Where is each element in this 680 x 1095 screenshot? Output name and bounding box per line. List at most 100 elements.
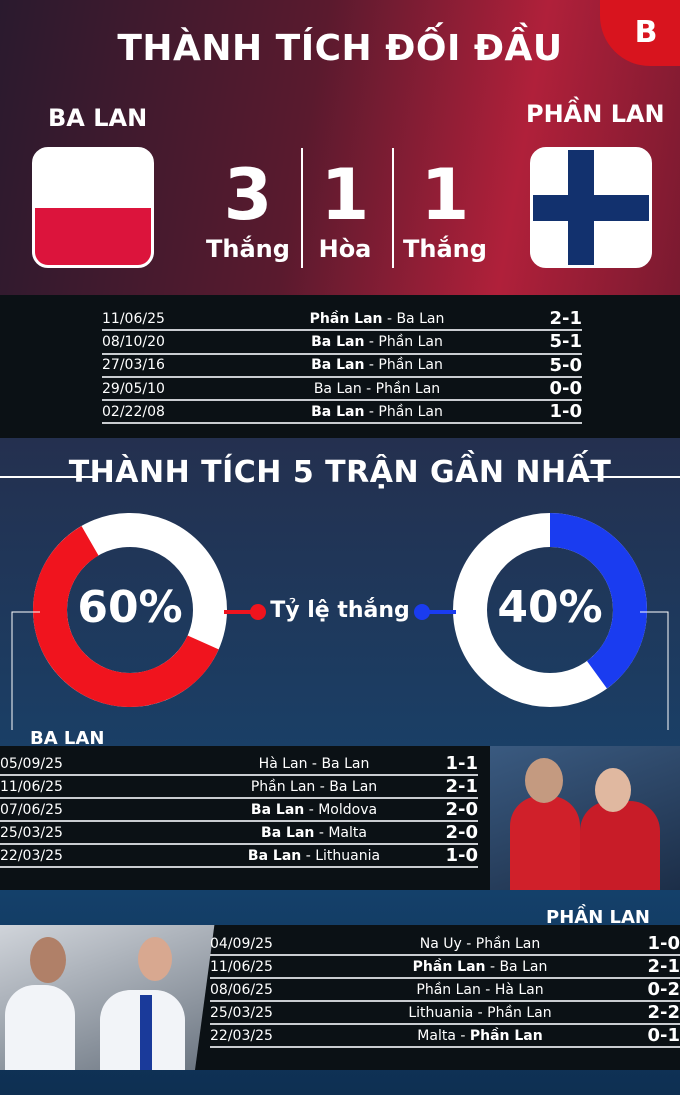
- home-team: Ba Lan: [261, 824, 315, 841]
- match-date: 25/03/25: [210, 1004, 273, 1021]
- match-teams: Phần Lan - Ba Lan: [412, 958, 548, 975]
- away-team-name: PHẦN LAN: [526, 100, 665, 128]
- match-score: 0-2: [647, 979, 680, 1000]
- home-team: Ba Lan: [247, 847, 302, 864]
- win-rate-charts: [11, 513, 669, 730]
- match-date: 11/06/25: [102, 310, 165, 327]
- away-recent-label: PHẦN LAN: [546, 907, 650, 928]
- match-row: 22/03/25 Ba Lan - Lithuania 1-0: [0, 845, 478, 868]
- home-team: Ba Lan: [313, 380, 362, 397]
- away-team: Phần Lan: [475, 935, 541, 952]
- match-row: 08/10/20 Ba Lan - Phần Lan 5-1: [102, 331, 582, 355]
- home-team: Phần Lan: [416, 981, 481, 998]
- match-date: 25/03/25: [0, 824, 63, 841]
- match-teams: Hà Lan - Ba Lan: [258, 755, 370, 772]
- win-rate-label: Tỷ lệ thắng: [270, 598, 410, 623]
- match-score: 5-1: [549, 331, 582, 353]
- match-row: 04/09/25 Na Uy - Phần Lan 1-0: [210, 933, 680, 956]
- match-date: 04/09/25: [210, 935, 273, 952]
- away-team: Ba Lan: [329, 778, 378, 795]
- match-teams: Na Uy - Phần Lan: [419, 935, 541, 952]
- h2h-table: [0, 295, 680, 438]
- match-row: 11/06/25 Phần Lan - Ba Lan 2-1: [0, 776, 478, 799]
- away-team: Phần Lan: [378, 403, 443, 420]
- home-team: Ba Lan: [311, 403, 365, 420]
- away-team: Hà Lan: [494, 981, 544, 998]
- poland-players-photo: [490, 746, 680, 890]
- match-teams: Ba Lan - Moldova: [250, 801, 378, 818]
- divider: [392, 148, 394, 268]
- match-date: 22/03/25: [0, 847, 63, 864]
- home-team: Phần Lan: [309, 310, 383, 327]
- match-row: 07/06/25 Ba Lan - Moldova 2-0: [0, 799, 478, 822]
- away-team: Phần Lan: [375, 380, 441, 397]
- blue-dot: [414, 604, 430, 620]
- match-teams: Ba Lan - Lithuania: [247, 847, 381, 864]
- divider: [301, 148, 303, 268]
- match-score: 2-0: [445, 822, 478, 843]
- match-date: 07/06/25: [0, 801, 63, 818]
- match-date: 29/05/10: [102, 380, 165, 397]
- match-score: 2-1: [647, 956, 680, 977]
- home-team: Lithuania: [408, 1004, 474, 1021]
- match-score: 1-0: [549, 401, 582, 423]
- red-dot: [250, 604, 266, 620]
- match-teams: Malta - Phần Lan: [417, 1027, 543, 1044]
- home-team: Malta: [417, 1027, 456, 1044]
- away-donut-fill: [453, 513, 647, 707]
- match-score: 1-1: [445, 753, 478, 774]
- home-team: Ba Lan: [311, 333, 365, 350]
- match-score: 0-1: [647, 1025, 680, 1046]
- match-row: 05/09/25 Hà Lan - Ba Lan 1-1: [0, 753, 478, 776]
- match-date: 22/03/25: [210, 1027, 273, 1044]
- home-team: Phần Lan: [412, 958, 486, 975]
- home-team: Hà Lan: [258, 755, 308, 772]
- match-row: 22/03/25 Malta - Phần Lan 0-1: [210, 1025, 680, 1048]
- match-date: 08/06/25: [210, 981, 273, 998]
- draws: 1 Hòa: [318, 154, 372, 263]
- away-team: Phần Lan: [469, 1027, 543, 1044]
- away-team: Ba Lan: [499, 958, 548, 975]
- match-date: 27/03/16: [102, 357, 165, 374]
- match-score: 2-1: [445, 776, 478, 797]
- match-row: 29/05/10 Ba Lan - Phần Lan 0-0: [102, 378, 582, 402]
- match-teams: Lithuania - Phần Lan: [408, 1004, 552, 1021]
- finland-flag: [530, 147, 652, 268]
- match-score: 2-1: [549, 308, 582, 330]
- match-teams: Phần Lan - Hà Lan: [416, 981, 544, 998]
- form-title: THÀNH TÍCH 5 TRẬN GẦN NHẤT: [68, 455, 612, 490]
- away-team: Ba Lan: [396, 310, 445, 327]
- match-teams: Ba Lan - Phần Lan: [311, 333, 443, 350]
- match-date: 05/09/25: [0, 755, 63, 772]
- home-win-pct: 60%: [77, 582, 183, 633]
- match-date: 02/22/08: [102, 403, 165, 420]
- home-team: Phần Lan: [250, 778, 316, 795]
- match-teams: Ba Lan - Phần Lan: [311, 357, 443, 374]
- away-team: Phần Lan: [378, 357, 443, 374]
- away-team: Phần Lan: [378, 333, 443, 350]
- match-teams: Ba Lan - Phần Lan: [313, 380, 441, 397]
- home-wins: 3 Thắng: [206, 154, 290, 263]
- match-score: 1-0: [445, 845, 478, 866]
- match-teams: Phần Lan - Ba Lan: [250, 778, 378, 795]
- away-team: Phần Lan: [487, 1004, 552, 1021]
- away-team: Ba Lan: [321, 755, 370, 772]
- away-recent-table: [195, 925, 680, 1070]
- home-team: Ba Lan: [250, 801, 305, 818]
- match-teams: Phần Lan - Ba Lan: [309, 310, 445, 327]
- poland-flag: [32, 147, 154, 268]
- match-teams: Ba Lan - Phần Lan: [311, 403, 443, 420]
- home-team: Na Uy: [419, 935, 462, 952]
- match-score: 2-2: [647, 1002, 680, 1023]
- away-win-pct: 40%: [497, 582, 603, 633]
- match-score: 1-0: [647, 933, 680, 954]
- match-date: 11/06/25: [210, 958, 273, 975]
- match-row: 08/06/25 Phần Lan - Hà Lan 0-2: [210, 979, 680, 1002]
- home-recent-label: BA LAN: [30, 728, 105, 749]
- match-row: 11/06/25 Phần Lan - Ba Lan 2-1: [102, 308, 582, 332]
- page-title: THÀNH TÍCH ĐỐI ĐẦU: [117, 28, 563, 69]
- finland-players-photo: [0, 925, 215, 1070]
- match-row: 25/03/25 Ba Lan - Malta 2-0: [0, 822, 478, 845]
- match-score: 5-0: [549, 354, 582, 376]
- away-team: Moldova: [318, 801, 378, 818]
